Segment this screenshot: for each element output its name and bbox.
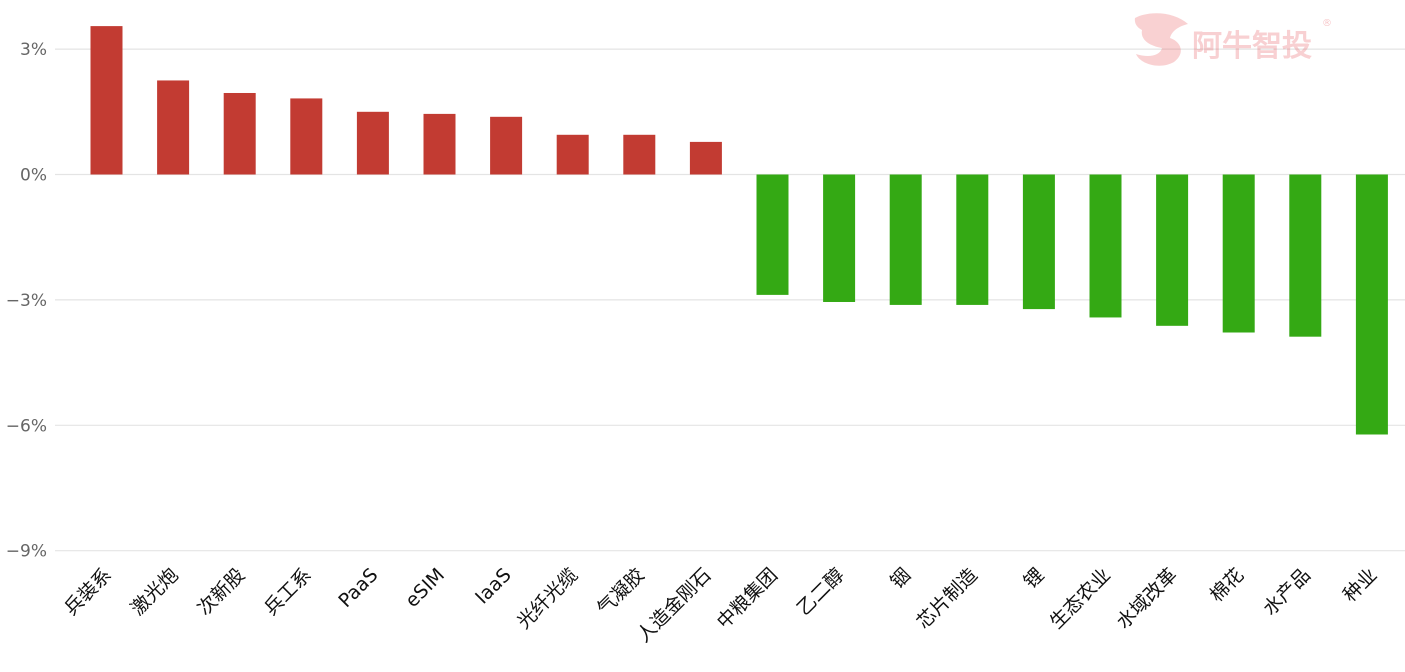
x-tick-label: 芯片制造	[913, 564, 982, 633]
bar	[889, 174, 922, 305]
x-tick-label: 次新股	[193, 564, 249, 620]
y-tick-label: 3%	[20, 40, 47, 60]
x-tick-label: 种业	[1339, 564, 1381, 606]
x-tick-label: eSIM	[401, 564, 449, 612]
y-tick-label: 0%	[20, 166, 47, 186]
x-tick-label: 棉花	[1206, 564, 1248, 606]
x-tick-label: 气凝胶	[593, 564, 649, 620]
bar	[290, 98, 323, 175]
bar	[823, 174, 856, 302]
y-tick-label: −3%	[6, 291, 47, 311]
bar	[1089, 174, 1122, 318]
grid-lines	[55, 48, 1405, 552]
bar	[1355, 174, 1388, 435]
bull-logo-icon	[1134, 13, 1188, 66]
bar	[157, 80, 190, 175]
x-tick-label: 铟	[886, 564, 915, 593]
y-tick-label: −6%	[6, 416, 47, 436]
bar	[1222, 174, 1255, 333]
x-tick-label: 生态农业	[1046, 564, 1115, 633]
bars	[90, 26, 1388, 435]
registered-mark: ®	[1322, 18, 1332, 29]
x-tick-label: 锂	[1019, 564, 1048, 593]
x-tick-label: 中粮集团	[713, 564, 782, 633]
bar	[423, 113, 456, 175]
x-tick-label: 水域改革	[1112, 564, 1181, 633]
x-tick-label: 乙二醇	[793, 564, 849, 620]
x-tick-label: 兵装系	[60, 564, 116, 620]
bar	[1022, 174, 1055, 310]
x-tick-label: PaaS	[334, 564, 382, 612]
watermark-logo: 阿牛智投 ®	[1134, 13, 1332, 66]
x-tick-label: 激光炮	[127, 564, 183, 620]
bar	[689, 141, 722, 175]
bar	[356, 111, 389, 175]
x-tick-label: 水产品	[1259, 564, 1315, 620]
x-tick-label: 光纤光缆	[513, 564, 582, 633]
bar	[490, 116, 523, 175]
y-tick-label: −9%	[6, 542, 47, 562]
bar	[556, 134, 589, 175]
bar	[1156, 174, 1189, 326]
bar	[623, 134, 656, 175]
bar	[756, 174, 789, 295]
bar	[90, 26, 123, 175]
bar	[223, 92, 256, 175]
x-tick-label: IaaS	[471, 564, 516, 609]
y-axis-ticks: 3% 0% −3% −6% −9%	[6, 40, 47, 562]
x-tick-label: 兵工系	[260, 564, 316, 620]
bar	[1289, 174, 1322, 337]
bar	[956, 174, 989, 305]
watermark-text: 阿牛智投	[1192, 29, 1312, 64]
